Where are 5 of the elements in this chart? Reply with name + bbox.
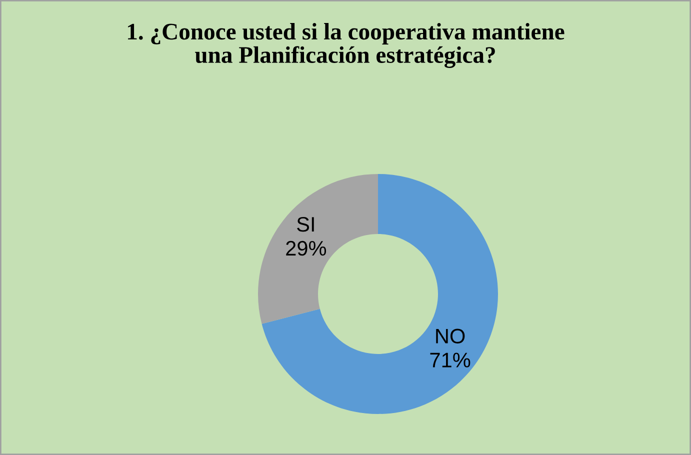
data-label: 71% [430, 352, 470, 368]
chart-title: 1. ¿Conoce usted si la cooperativa mantiene una Planificación estratégica? [128, 23, 564, 68]
slice-label: NO [436, 328, 465, 344]
data-label: 29% [286, 240, 326, 256]
slice-label: SI [297, 216, 314, 232]
